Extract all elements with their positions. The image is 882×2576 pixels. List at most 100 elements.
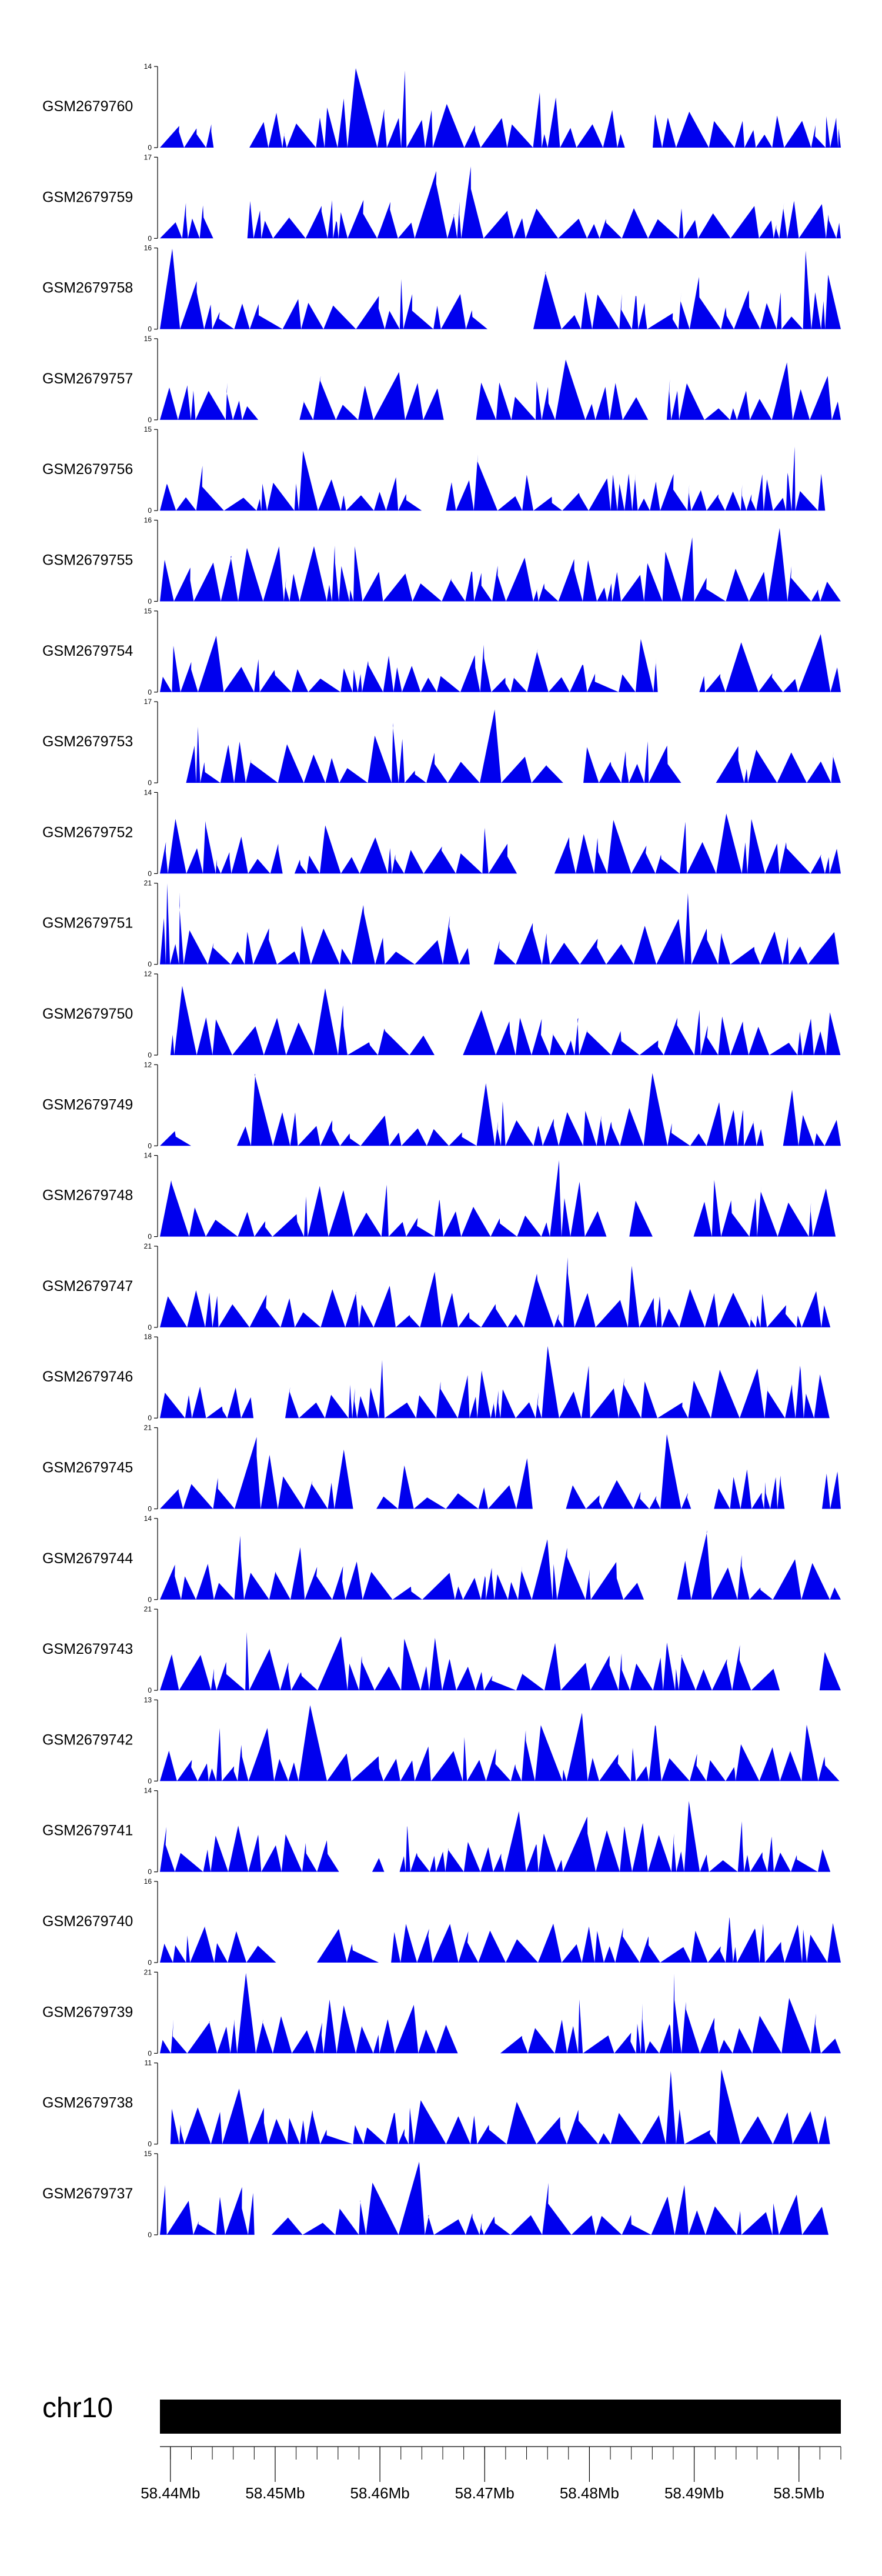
y-min-label: 0 xyxy=(148,2049,152,2057)
track-label: GSM2679755 xyxy=(42,552,133,569)
y-max-label: 17 xyxy=(144,698,152,706)
axis-tick-label: 58.47Mb xyxy=(455,2484,514,2502)
y-max-label: 15 xyxy=(144,2150,152,2158)
y-min-label: 0 xyxy=(148,1233,152,1241)
axis-tick-label: 58.5Mb xyxy=(773,2484,824,2502)
coverage-area xyxy=(160,2161,828,2235)
y-min-label: 0 xyxy=(148,1686,152,1694)
axis-tick-label: 58.44Mb xyxy=(141,2484,200,2502)
axis-tick-label: 58.45Mb xyxy=(245,2484,305,2502)
y-max-label: 16 xyxy=(144,244,152,252)
track-label: GSM2679742 xyxy=(42,1731,133,1748)
track-label: GSM2679743 xyxy=(42,1641,133,1657)
y-min-label: 0 xyxy=(148,688,152,696)
y-max-label: 13 xyxy=(144,1696,152,1704)
y-max-label: 12 xyxy=(144,970,152,978)
coverage-area xyxy=(160,1434,841,1509)
track-label: GSM2679756 xyxy=(42,461,133,478)
y-min-label: 0 xyxy=(148,2140,152,2148)
y-min-label: 0 xyxy=(148,2231,152,2239)
y-max-label: 16 xyxy=(144,516,152,525)
track-label: GSM2679739 xyxy=(42,2004,133,2020)
chromosome-label: chr10 xyxy=(42,2393,113,2424)
y-min-label: 0 xyxy=(148,1323,152,1332)
coverage-area xyxy=(160,1705,840,1781)
genome-axis: 58.44Mb 58.45Mb 58.46Mb 58.47Mb 58.48Mb 58.49… xyxy=(141,2446,841,2502)
coverage-area xyxy=(160,68,841,148)
y-min-label: 0 xyxy=(148,234,152,242)
track: GSM2679751 21 0 xyxy=(42,879,839,969)
coverage-area xyxy=(160,1257,831,1327)
track-label: GSM2679757 xyxy=(42,371,133,387)
track: GSM2679744 14 0 xyxy=(42,1514,841,1604)
track-label: GSM2679749 xyxy=(42,1096,133,1113)
track: GSM2679737 15 0 xyxy=(42,2150,828,2239)
y-min-label: 0 xyxy=(148,144,152,152)
y-min-label: 0 xyxy=(148,1142,152,1150)
track-label: GSM2679741 xyxy=(42,1823,133,1839)
y-min-label: 0 xyxy=(148,1868,152,1876)
track: GSM2679753 17 0 xyxy=(42,698,841,787)
coverage-area xyxy=(160,528,841,602)
y-max-label: 15 xyxy=(144,425,152,433)
chromosome-ideogram-band xyxy=(160,2400,841,2434)
coverage-area xyxy=(160,1631,841,1691)
track: GSM2679757 15 0 xyxy=(42,335,841,424)
y-min-label: 0 xyxy=(148,779,152,787)
y-max-label: 14 xyxy=(144,788,152,796)
y-max-label: 14 xyxy=(144,62,152,71)
coverage-area xyxy=(160,1073,841,1146)
y-max-label: 21 xyxy=(144,1424,152,1432)
coverage-area xyxy=(160,1160,836,1237)
track: GSM2679738 11 0 xyxy=(42,2059,830,2148)
track: GSM2679750 12 0 xyxy=(42,970,841,1059)
coverage-area xyxy=(160,1346,830,1419)
y-min-label: 0 xyxy=(148,1958,152,1967)
coverage-area xyxy=(160,883,839,965)
track-label: GSM2679747 xyxy=(42,1278,133,1294)
y-max-label: 21 xyxy=(144,1242,152,1250)
y-min-label: 0 xyxy=(148,1414,152,1422)
axis-tick-label: 58.48Mb xyxy=(560,2484,619,2502)
track-label: GSM2679753 xyxy=(42,733,133,750)
y-max-label: 14 xyxy=(144,1514,152,1523)
y-min-label: 0 xyxy=(148,598,152,606)
track: GSM2679755 16 0 xyxy=(42,516,841,606)
y-min-label: 0 xyxy=(148,506,152,515)
track-label: GSM2679750 xyxy=(42,1006,133,1022)
y-min-label: 0 xyxy=(148,416,152,424)
y-max-label: 15 xyxy=(144,335,152,343)
coverage-area xyxy=(160,1917,841,1963)
track-label: GSM2679751 xyxy=(42,915,133,932)
track: GSM2679754 15 0 xyxy=(42,607,841,696)
coverage-area xyxy=(160,359,841,420)
coverage-area xyxy=(170,2069,830,2144)
track: GSM2679745 21 0 xyxy=(42,1424,841,1513)
y-min-label: 0 xyxy=(148,960,152,969)
track: GSM2679746 18 0 xyxy=(42,1333,830,1422)
y-min-label: 0 xyxy=(148,1777,152,1785)
y-max-label: 16 xyxy=(144,1877,152,1886)
y-min-label: 0 xyxy=(148,1596,152,1604)
track: GSM2679739 21 0 xyxy=(42,1968,841,2057)
track-label: GSM2679758 xyxy=(42,280,133,296)
y-max-label: 14 xyxy=(144,1787,152,1795)
y-min-label: 0 xyxy=(148,1505,152,1513)
track-label: GSM2679745 xyxy=(42,1460,133,1476)
coverage-area xyxy=(160,1801,831,1872)
track: GSM2679760 14 0 xyxy=(42,62,841,152)
coverage-area xyxy=(160,446,826,511)
track: GSM2679752 14 0 xyxy=(42,788,841,877)
track: GSM2679748 14 0 xyxy=(42,1152,836,1241)
axis-tick-label: 58.46Mb xyxy=(350,2484,410,2502)
y-max-label: 21 xyxy=(144,879,152,887)
y-max-label: 18 xyxy=(144,1333,152,1341)
y-max-label: 15 xyxy=(144,607,152,615)
y-min-label: 0 xyxy=(148,325,152,333)
coverage-area xyxy=(160,1973,841,2054)
y-max-label: 12 xyxy=(144,1060,152,1069)
y-max-label: 21 xyxy=(144,1968,152,1976)
coverage-area xyxy=(160,1530,841,1600)
track-label: GSM2679752 xyxy=(42,824,133,840)
